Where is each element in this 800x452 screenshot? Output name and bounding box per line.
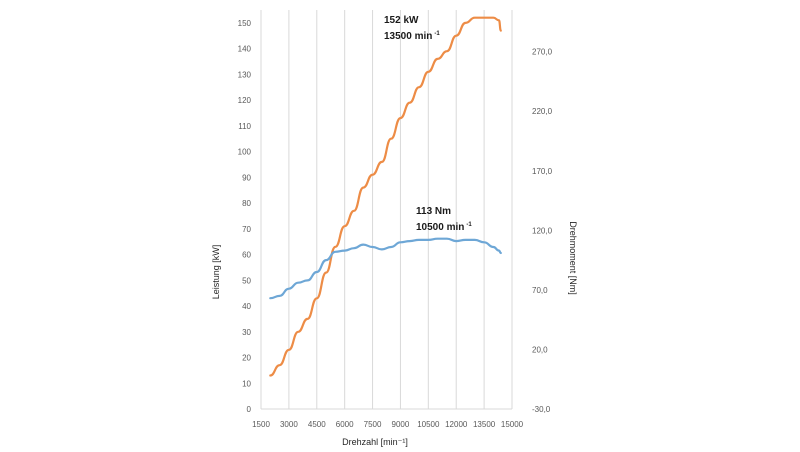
y-tick-label: 0	[247, 405, 252, 414]
x-axis-label: Drehzahl [min⁻¹]	[342, 437, 408, 447]
annotation-power-rpm: 13500 min -1	[384, 31, 440, 42]
y-tick-label: 120	[238, 96, 252, 105]
annotation-power: 152 kW 13500 min -1	[384, 15, 440, 42]
y-tick-label: 60	[242, 251, 251, 260]
y2-tick-label: -30,0	[532, 405, 551, 414]
y2-tick-label: 70,0	[532, 286, 548, 295]
torque-series-line	[269, 237, 502, 300]
y-tick-label: 110	[238, 122, 251, 131]
y-tick-label: 50	[242, 276, 251, 285]
annotation-torque-rpm: 10500 min -1	[416, 222, 472, 233]
x-tick-label: 4500	[308, 420, 326, 429]
y2-tick-label: 20,0	[532, 345, 548, 354]
y-tick-label: 10	[242, 379, 251, 388]
x-tick-label: 9000	[392, 420, 410, 429]
y2-tick-label: 120,0	[532, 226, 553, 235]
annotation-torque-rpm-sup: -1	[466, 222, 472, 228]
x-tick-label: 7500	[364, 420, 382, 429]
y2-tick-label: 170,0	[532, 167, 553, 176]
y-tick-label: 40	[242, 302, 251, 311]
y-tick-label: 90	[242, 173, 251, 182]
x-tick-label: 6000	[336, 420, 354, 429]
annotation-power-rpm-sup: -1	[434, 31, 440, 37]
y-tick-label: 130	[238, 70, 252, 79]
annotation-power-rpm-text: 13500 min	[384, 31, 432, 42]
annotation-torque: 113 Nm 10500 min -1	[416, 206, 472, 233]
y-tick-label: 150	[238, 19, 252, 28]
y-tick-label: 100	[238, 148, 252, 157]
y-tick-label: 30	[242, 328, 251, 337]
x-tick-label: 3000	[280, 420, 298, 429]
x-tick-label: 15000	[501, 420, 524, 429]
grid-layer	[260, 10, 513, 409]
x-tick-label: 1500	[252, 420, 270, 429]
y-tick-label: 70	[242, 225, 251, 234]
x-tick-label: 10500	[417, 420, 440, 429]
y2-tick-label: 220,0	[532, 107, 553, 116]
power-series-line	[269, 16, 502, 377]
tick-labels: 1500 3000 4500 6000 7500 9000 10500 12000 13500 1…	[238, 19, 553, 429]
y-tick-label: 20	[242, 354, 251, 363]
y-axis-label-right: Drehmoment [Nm]	[568, 221, 578, 295]
annotation-torque-value: 113 Nm	[416, 206, 451, 217]
y2-tick-label: 270,0	[532, 48, 553, 57]
y-tick-label: 140	[238, 45, 252, 54]
annotation-torque-rpm-text: 10500 min	[416, 222, 464, 233]
y-axis-label-left: Leistung [kW]	[211, 245, 221, 300]
y-tick-label: 80	[242, 199, 251, 208]
x-tick-label: 13500	[473, 420, 496, 429]
x-tick-label: 12000	[445, 420, 468, 429]
series-layer	[269, 16, 502, 377]
annotation-power-value: 152 kW	[384, 15, 419, 26]
